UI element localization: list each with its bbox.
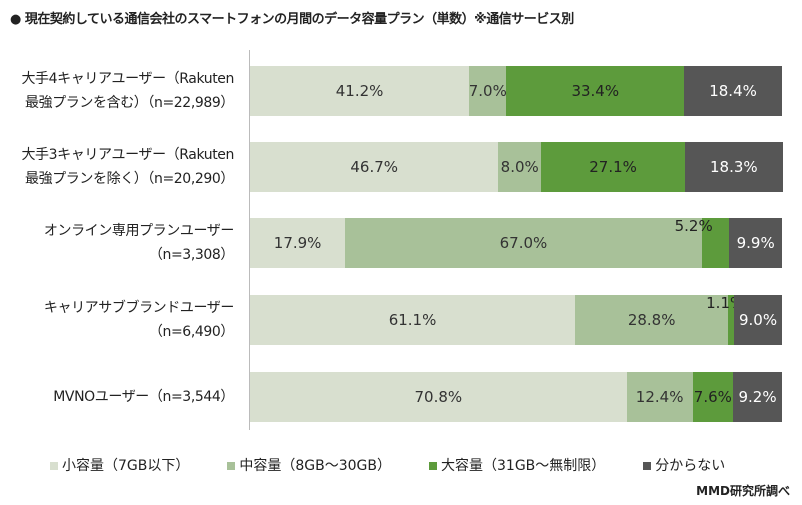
data-label: 28.8% — [627, 311, 676, 329]
bar-segment — [733, 372, 782, 422]
data-label: 61.1% — [388, 311, 437, 329]
data-label: 17.9% — [273, 234, 322, 252]
legend: 小容量（7GB以下） 中容量（8GB～30GB） 大容量（31GB～無制限） 分からな… — [50, 455, 725, 475]
data-label: 67.0% — [499, 234, 548, 252]
category-axis — [249, 50, 250, 430]
data-label: 18.4% — [709, 82, 757, 100]
category-label: 大手4キャリアユーザー（Rakuten 最強プランを含む）（n=22,989） — [21, 71, 234, 111]
bar-segment — [506, 66, 685, 116]
legend-swatch — [50, 462, 58, 470]
bar-segment — [250, 142, 499, 192]
data-label: 70.8% — [414, 388, 463, 406]
category-label: MVNOユーザー（n=3,544） — [53, 389, 234, 405]
bar-segment — [541, 142, 686, 192]
legend-label: 小容量（7GB以下） — [62, 458, 190, 474]
data-label: 7.0% — [468, 82, 507, 100]
bar-segment — [250, 66, 470, 116]
bar-segment — [684, 66, 782, 116]
legend-swatch — [429, 462, 438, 470]
bar-segment — [685, 142, 783, 192]
legend-swatch — [643, 462, 652, 470]
bar-segment — [626, 372, 693, 422]
data-label: 9.2% — [738, 388, 777, 406]
bar-segment — [250, 295, 576, 345]
category-label: オンライン専用プランユーザー （n=3,308） — [43, 223, 235, 263]
bar-segment — [734, 295, 782, 345]
legend-swatch — [227, 462, 236, 470]
data-label: 27.1% — [589, 158, 637, 176]
legend-item: 大容量（31GB～無制限） — [429, 455, 605, 475]
bar-segment — [250, 372, 627, 422]
bar-segment — [345, 218, 702, 268]
bar-segment — [692, 372, 734, 422]
data-label: 9.9% — [736, 234, 775, 252]
bar-segment — [498, 142, 541, 192]
data-label: 18.3% — [710, 158, 758, 176]
legend-label: 大容量（31GB～無制限） — [441, 458, 606, 474]
data-label: 9.0% — [738, 311, 778, 329]
legend-item: 小容量（7GB以下） — [50, 455, 189, 475]
legend-label: 分からない — [655, 458, 726, 474]
bar-segment — [728, 295, 735, 345]
data-label: 5.2% — [674, 217, 713, 235]
data-label: 33.4% — [571, 82, 620, 100]
category-label: 大手3キャリアユーザー（Rakuten 最強プランを除く）（n=20,290） — [21, 147, 234, 187]
bar-segment — [250, 218, 346, 268]
data-label: 41.2% — [335, 82, 384, 100]
source-note: MMD研究所調べ — [696, 484, 790, 498]
legend-item: 中容量（8GB～30GB） — [227, 455, 391, 475]
bar-segment — [729, 218, 782, 268]
bar-segment — [469, 66, 507, 116]
data-label: 12.4% — [635, 388, 684, 406]
data-label: 8.0% — [500, 158, 539, 176]
data-label: 7.6% — [693, 388, 732, 406]
bar-segment — [701, 218, 730, 268]
legend-item: 分からない — [643, 455, 725, 475]
data-label: 46.7% — [350, 158, 399, 176]
chart-title: ● 現在契約している通信会社のスマートフォンの月間のデータ容量プラン（単数）※通… — [10, 12, 574, 27]
bar-segment — [575, 295, 729, 345]
category-label: キャリアサブブランドユーザー （n=6,490） — [43, 300, 235, 340]
legend-label: 中容量（8GB～30GB） — [239, 458, 392, 474]
